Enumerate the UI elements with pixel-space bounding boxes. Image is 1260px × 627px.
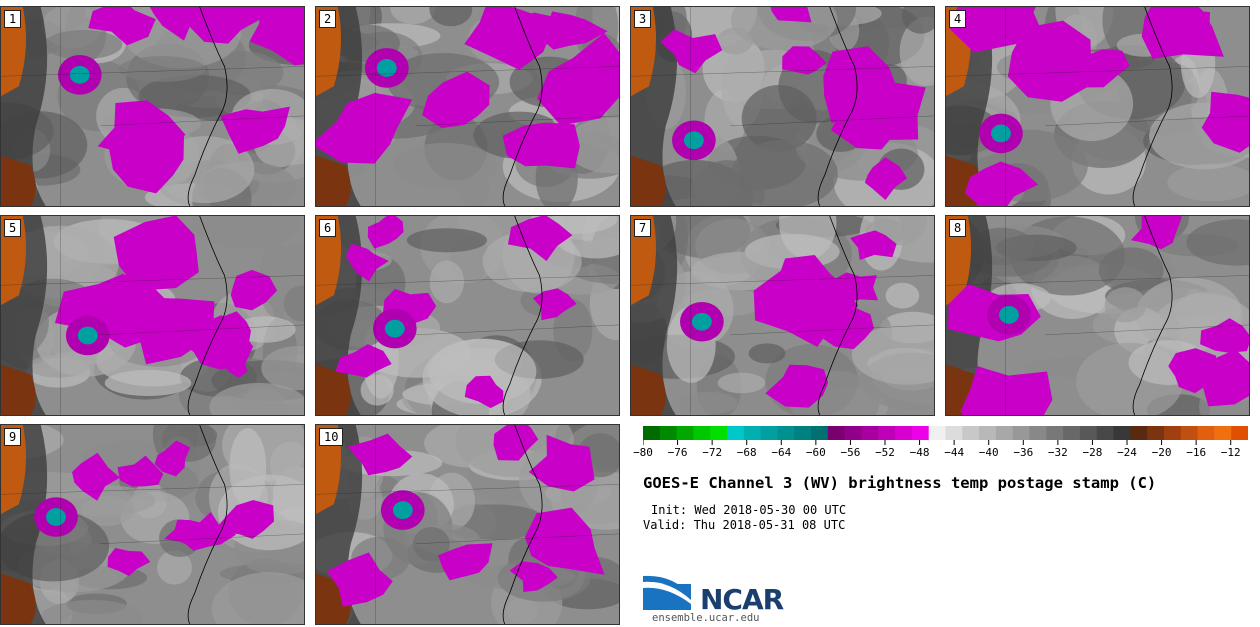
colorbar-tick-label: −12	[1220, 446, 1241, 459]
colorbar-swatch	[743, 426, 762, 440]
postage-stamp-panel: 8	[945, 215, 1250, 416]
panel-number: 3	[634, 10, 652, 28]
panel-number: 7	[634, 219, 652, 237]
colorbar-swatch	[895, 426, 913, 440]
colorbar-swatch	[693, 426, 711, 440]
colorbar-swatch	[911, 426, 930, 440]
init-time: Init: Wed 2018-05-30 00 UTC	[651, 503, 847, 517]
panel-number: 4	[949, 10, 967, 28]
colorbar-tick-label: −56	[840, 446, 861, 459]
colorbar-swatch	[1046, 426, 1064, 440]
postage-stamp-panel: 10	[315, 424, 620, 625]
website-url: ensemble.ucar.edu	[652, 612, 760, 624]
colorbar-tick-label: −44	[944, 446, 965, 459]
colorbar-swatch	[878, 426, 896, 440]
colorbar-swatch	[861, 426, 879, 440]
panel-number: 6	[319, 219, 337, 237]
colorbar-tick-label: −68	[736, 446, 757, 459]
valid-time: Valid: Thu 2018-05-31 08 UTC	[643, 518, 846, 532]
colorbar-tick-label: −36	[1013, 446, 1034, 459]
postage-stamp-panel: 2	[315, 6, 620, 207]
panel-number: 1	[4, 10, 22, 28]
colorbar	[643, 426, 1248, 440]
postage-stamp-panel: 3	[630, 6, 935, 207]
colorbar-swatch	[1113, 426, 1131, 440]
colorbar-swatch	[962, 426, 980, 440]
colorbar-swatch	[1012, 426, 1031, 440]
postage-stamp-panel: 7	[630, 215, 935, 416]
colorbar-tick-label: −72	[702, 446, 723, 459]
postage-stamp-panel: 5	[0, 215, 305, 416]
colorbar-swatch	[1231, 426, 1248, 440]
panel-number: 9	[4, 428, 22, 446]
postage-stamp-panel: 1	[0, 6, 305, 207]
colorbar-tick-label: −24	[1117, 446, 1137, 459]
colorbar-swatch	[1214, 426, 1232, 440]
colorbar-swatch	[979, 426, 997, 440]
colorbar-swatch	[928, 426, 946, 440]
org-name: NCAR	[700, 583, 784, 616]
colorbar-swatch	[827, 426, 846, 440]
colorbar-swatch	[1029, 426, 1047, 440]
chart-title: GOES-E Channel 3 (WV) brightness temp po…	[643, 474, 1157, 492]
postage-stamp-panel: 4	[945, 6, 1250, 207]
colorbar-swatch	[794, 426, 812, 440]
colorbar-tick-label: −32	[1047, 446, 1068, 459]
colorbar-swatch	[995, 426, 1014, 440]
colorbar-swatch	[1063, 426, 1081, 440]
colorbar-swatch	[945, 426, 963, 440]
colorbar-ticks	[643, 440, 1232, 445]
panel-number: 2	[319, 10, 337, 28]
colorbar-swatch	[844, 426, 862, 440]
colorbar-swatch	[760, 426, 778, 440]
colorbar-swatch	[1197, 426, 1215, 440]
colorbar-tick-label: −76	[667, 446, 688, 459]
colorbar-swatch	[811, 426, 829, 440]
colorbar-swatch	[710, 426, 728, 440]
colorbar-swatch	[777, 426, 795, 440]
ncar-logo-icon	[643, 575, 691, 610]
colorbar-tick-label: −16	[1186, 446, 1207, 459]
colorbar-tick-label: −52	[875, 446, 895, 459]
colorbar-swatch	[659, 426, 678, 440]
colorbar-swatch	[1147, 426, 1165, 440]
panel-number: 8	[949, 219, 967, 237]
colorbar-swatch	[1130, 426, 1148, 440]
colorbar-tick-label: −80	[633, 446, 653, 459]
colorbar-swatch	[1163, 426, 1182, 440]
colorbar-swatch	[1180, 426, 1199, 440]
colorbar-swatch	[1079, 426, 1098, 440]
colorbar-swatch	[727, 426, 745, 440]
colorbar-tick-label: −28	[1082, 446, 1103, 459]
postage-stamp-panel: 6	[315, 215, 620, 416]
colorbar-swatch	[676, 426, 694, 440]
colorbar-tick-label: −60	[805, 446, 826, 459]
colorbar-tick-label: −40	[978, 446, 999, 459]
colorbar-swatch	[1096, 426, 1115, 440]
colorbar-tick-label: −48	[909, 446, 930, 459]
colorbar-tick-label: −64	[771, 446, 792, 459]
panel-number: 10	[319, 428, 344, 446]
panel-number: 5	[4, 219, 22, 237]
colorbar-tick-label: −20	[1151, 446, 1172, 459]
postage-stamp-panel: 9	[0, 424, 305, 625]
colorbar-swatch	[643, 426, 661, 440]
